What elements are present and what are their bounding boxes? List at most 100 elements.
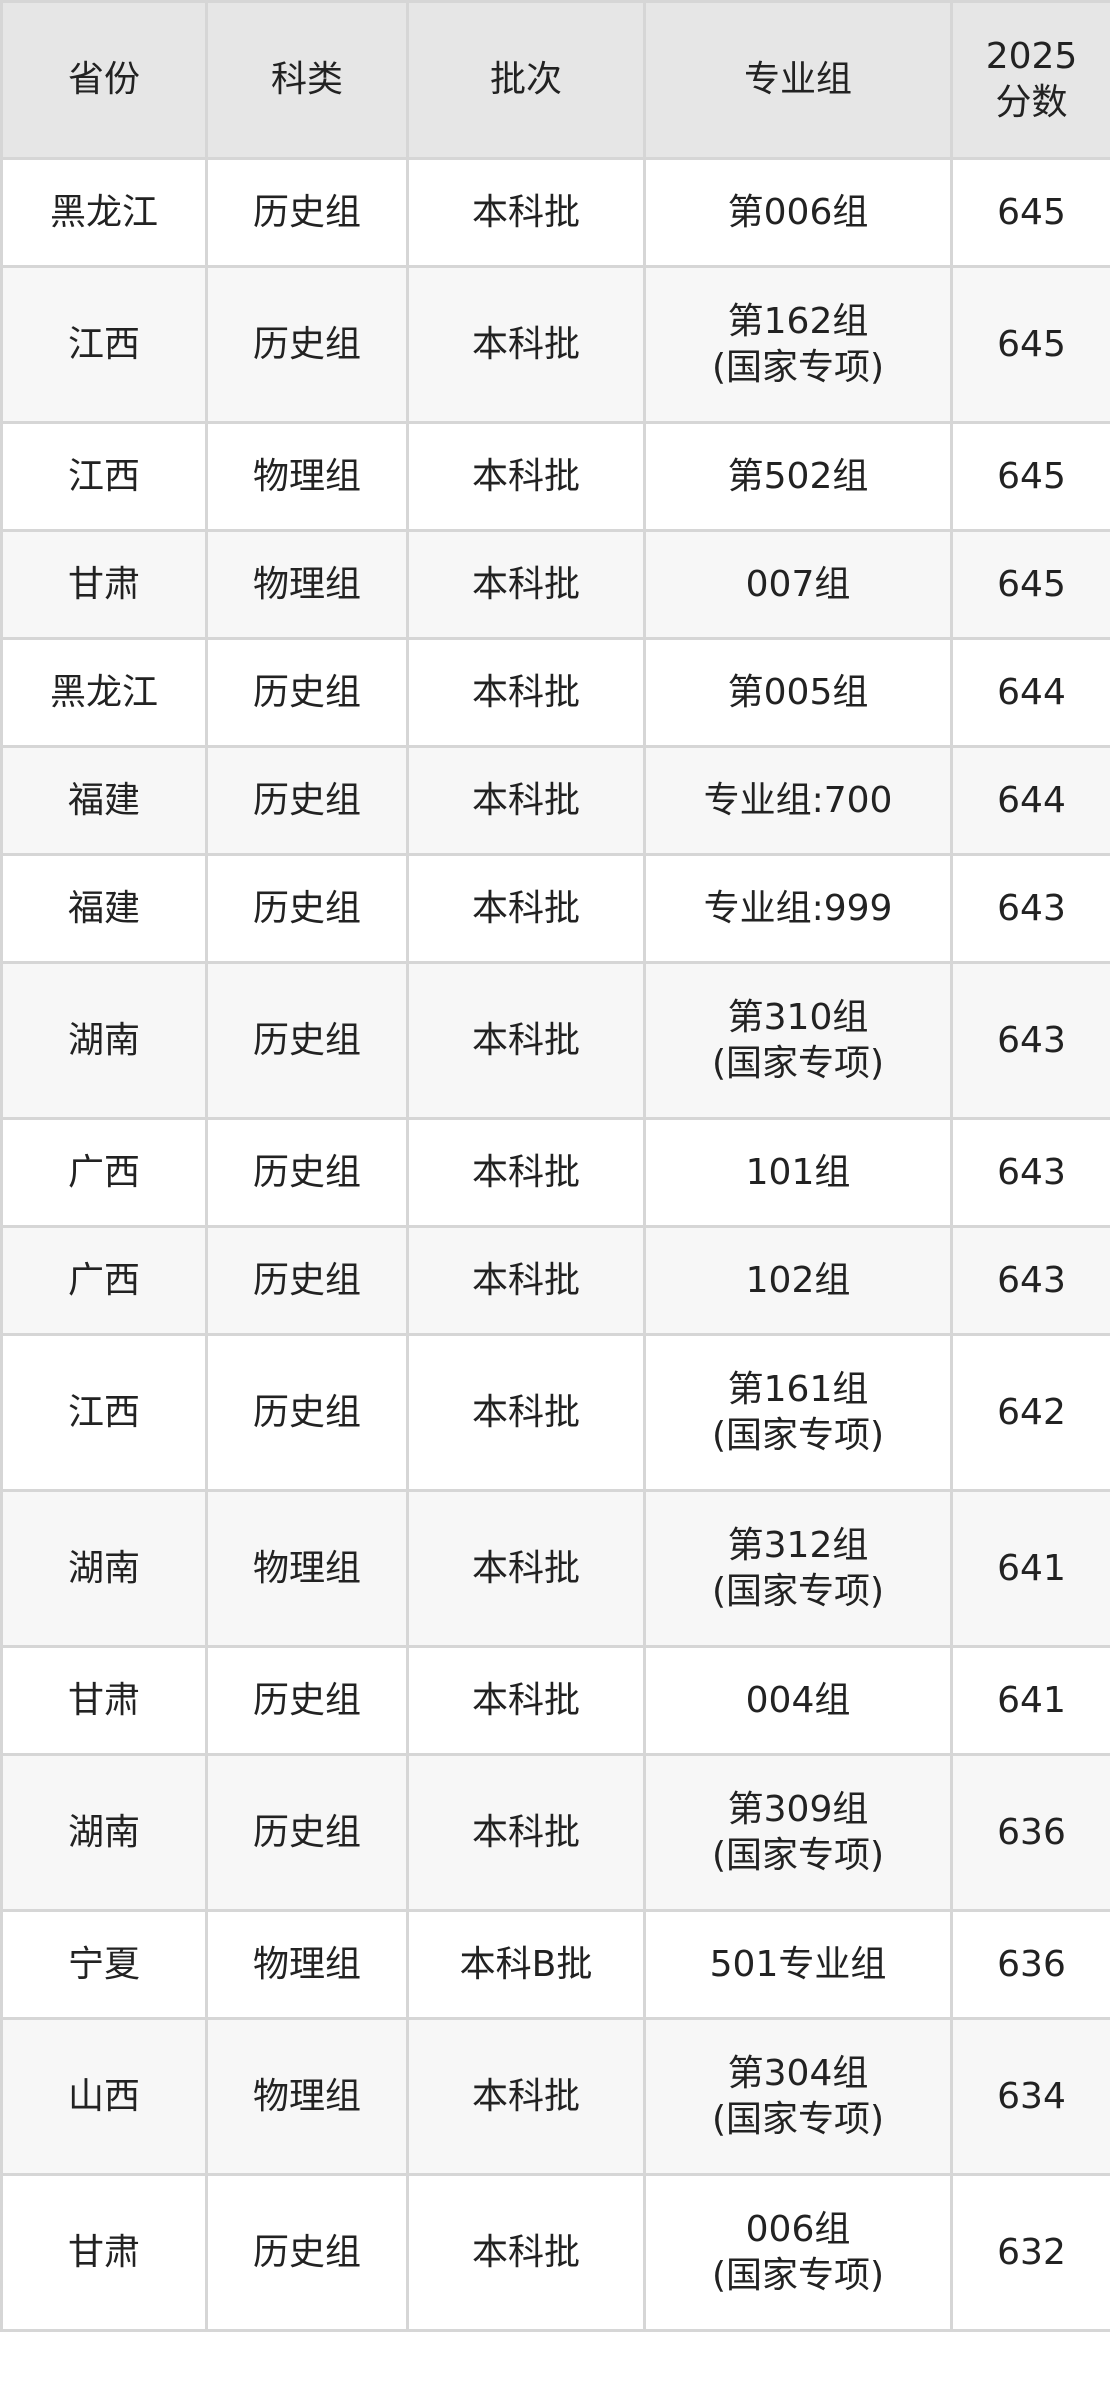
table-row: 甘肃 历史组 本科批 006组 (国家专项) 632	[0, 2173, 1110, 2332]
score-cell: 643	[950, 1117, 1110, 1228]
group-cell: 第162组 (国家专项)	[643, 265, 953, 424]
group-note: (国家专项)	[711, 1414, 885, 1456]
subject-cell: 历史组	[205, 1225, 409, 1336]
subject-cell: 历史组	[205, 961, 409, 1120]
group-cell: 第005组	[643, 637, 953, 748]
batch-cell: 本科批	[406, 265, 646, 424]
group-cell: 006组 (国家专项)	[643, 2173, 953, 2332]
group-name: 第162组	[727, 300, 869, 342]
province-cell: 甘肃	[0, 2173, 208, 2332]
group-name: 006组	[745, 2208, 851, 2250]
subject-cell: 历史组	[205, 1333, 409, 1492]
table-row: 宁夏 物理组 本科B批 501专业组 636	[0, 1909, 1110, 2020]
table-row: 江西 历史组 本科批 第162组 (国家专项) 645	[0, 265, 1110, 424]
batch-cell: 本科批	[406, 157, 646, 268]
group-cell: 102组	[643, 1225, 953, 1336]
score-cell: 645	[950, 157, 1110, 268]
table-row: 黑龙江 历史组 本科批 第006组 645	[0, 157, 1110, 268]
group-name: 第006组	[727, 191, 869, 233]
group-note: (国家专项)	[711, 1042, 885, 1084]
province-cell: 山西	[0, 2017, 208, 2176]
subject-cell: 物理组	[205, 1489, 409, 1648]
table-row: 福建 历史组 本科批 专业组:999 643	[0, 853, 1110, 964]
header-batch: 批次	[406, 0, 646, 160]
group-name: 102组	[745, 1259, 851, 1301]
group-cell: 第309组 (国家专项)	[643, 1753, 953, 1912]
batch-cell: 本科B批	[406, 1909, 646, 2020]
province-cell: 福建	[0, 745, 208, 856]
table-row: 甘肃 物理组 本科批 007组 645	[0, 529, 1110, 640]
batch-cell: 本科批	[406, 961, 646, 1120]
group-cell: 第502组	[643, 421, 953, 532]
batch-cell: 本科批	[406, 421, 646, 532]
province-cell: 广西	[0, 1117, 208, 1228]
score-cell: 643	[950, 961, 1110, 1120]
subject-cell: 物理组	[205, 1909, 409, 2020]
batch-cell: 本科批	[406, 1225, 646, 1336]
group-cell: 第304组 (国家专项)	[643, 2017, 953, 2176]
subject-cell: 物理组	[205, 2017, 409, 2176]
batch-cell: 本科批	[406, 2173, 646, 2332]
subject-cell: 历史组	[205, 2173, 409, 2332]
score-cell: 636	[950, 1753, 1110, 1912]
batch-cell: 本科批	[406, 1117, 646, 1228]
province-cell: 黑龙江	[0, 157, 208, 268]
subject-cell: 历史组	[205, 745, 409, 856]
score-cell: 645	[950, 529, 1110, 640]
subject-cell: 历史组	[205, 637, 409, 748]
batch-cell: 本科批	[406, 2017, 646, 2176]
header-subject: 科类	[205, 0, 409, 160]
table-row: 广西 历史组 本科批 101组 643	[0, 1117, 1110, 1228]
group-name: 第312组	[727, 1524, 869, 1566]
group-note: (国家专项)	[711, 1570, 885, 1612]
table-row: 甘肃 历史组 本科批 004组 641	[0, 1645, 1110, 1756]
table-row: 黑龙江 历史组 本科批 第005组 644	[0, 637, 1110, 748]
province-cell: 宁夏	[0, 1909, 208, 2020]
table-row: 山西 物理组 本科批 第304组 (国家专项) 634	[0, 2017, 1110, 2176]
group-name: 专业组:999	[703, 887, 893, 929]
province-cell: 江西	[0, 265, 208, 424]
province-cell: 江西	[0, 421, 208, 532]
province-cell: 广西	[0, 1225, 208, 1336]
group-cell: 501专业组	[643, 1909, 953, 2020]
batch-cell: 本科批	[406, 745, 646, 856]
score-cell: 643	[950, 1225, 1110, 1336]
batch-cell: 本科批	[406, 1753, 646, 1912]
batch-cell: 本科批	[406, 529, 646, 640]
province-cell: 湖南	[0, 961, 208, 1120]
subject-cell: 历史组	[205, 853, 409, 964]
group-cell: 第312组 (国家专项)	[643, 1489, 953, 1648]
subject-cell: 历史组	[205, 1753, 409, 1912]
batch-cell: 本科批	[406, 1333, 646, 1492]
table-row: 湖南 历史组 本科批 第310组 (国家专项) 643	[0, 961, 1110, 1120]
group-name: 第310组	[727, 996, 869, 1038]
province-cell: 甘肃	[0, 529, 208, 640]
score-cell: 634	[950, 2017, 1110, 2176]
table-row: 江西 物理组 本科批 第502组 645	[0, 421, 1110, 532]
group-name: 501专业组	[709, 1943, 887, 1985]
table-row: 湖南 物理组 本科批 第312组 (国家专项) 641	[0, 1489, 1110, 1648]
table-row: 福建 历史组 本科批 专业组:700 644	[0, 745, 1110, 856]
table-row: 江西 历史组 本科批 第161组 (国家专项) 642	[0, 1333, 1110, 1492]
group-cell: 101组	[643, 1117, 953, 1228]
header-province: 省份	[0, 0, 208, 160]
table-row: 湖南 历史组 本科批 第309组 (国家专项) 636	[0, 1753, 1110, 1912]
group-note: (国家专项)	[711, 2098, 885, 2140]
score-cell: 642	[950, 1333, 1110, 1492]
province-cell: 黑龙江	[0, 637, 208, 748]
group-cell: 第006组	[643, 157, 953, 268]
score-cell: 645	[950, 265, 1110, 424]
group-cell: 第161组 (国家专项)	[643, 1333, 953, 1492]
score-cell: 636	[950, 1909, 1110, 2020]
group-cell: 004组	[643, 1645, 953, 1756]
subject-cell: 历史组	[205, 1645, 409, 1756]
province-cell: 湖南	[0, 1753, 208, 1912]
group-name: 专业组:700	[703, 779, 893, 821]
group-note: (国家专项)	[711, 2254, 885, 2296]
score-table: 省份 科类 批次 专业组 2025 分数 黑龙江 历史组 本科批 第006组 645 江西…	[0, 0, 1110, 2332]
group-name: 第161组	[727, 1368, 869, 1410]
score-cell: 641	[950, 1489, 1110, 1648]
province-cell: 湖南	[0, 1489, 208, 1648]
group-cell: 007组	[643, 529, 953, 640]
score-cell: 645	[950, 421, 1110, 532]
